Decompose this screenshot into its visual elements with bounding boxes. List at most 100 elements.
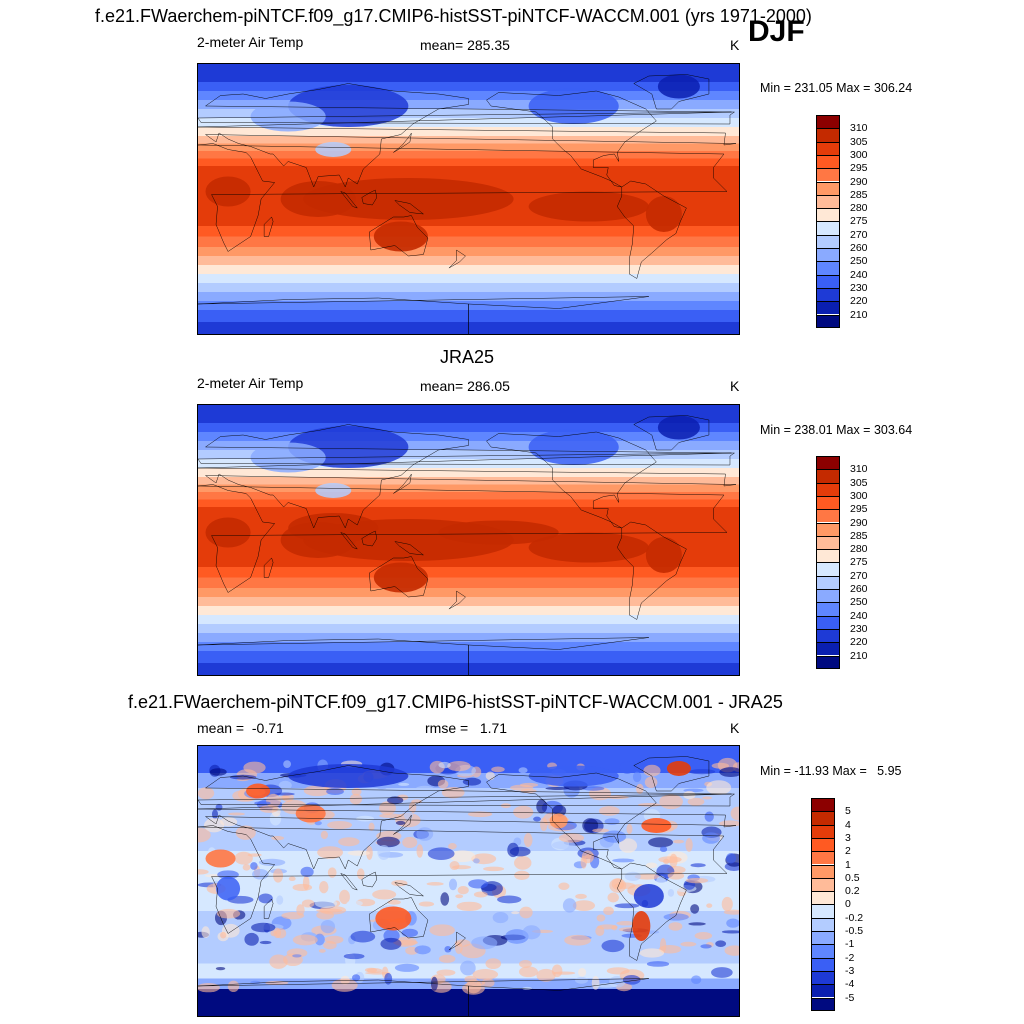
- colorbar-tick-label: 305: [850, 135, 868, 148]
- colorbar-swatch: [811, 957, 835, 971]
- colorbar-swatch: [816, 314, 840, 328]
- colorbar-swatch: [816, 141, 840, 155]
- colorbar-swatch: [811, 970, 835, 985]
- panel-2-minmax-label: Min = 238.01 Max = 303.64: [760, 423, 913, 437]
- colorbar-tick-label: 310: [850, 122, 868, 135]
- panel-1-units-label: K: [730, 37, 740, 53]
- colorbar-swatch: [816, 194, 840, 209]
- panel-2-map: [197, 404, 740, 676]
- colorbar-swatch: [811, 877, 835, 892]
- panel-2-variable-label: 2-meter Air Temp: [197, 375, 304, 391]
- colorbar-swatch: [816, 287, 840, 302]
- colorbar-swatch: [811, 931, 835, 945]
- colorbar-swatch: [811, 904, 835, 918]
- panel-3-minmax-label: Min = -11.93 Max = 5.95: [760, 764, 902, 778]
- panel-1-minmax-label: Min = 231.05 Max = 306.24: [760, 81, 913, 95]
- colorbar-tick-label: 1: [845, 858, 851, 871]
- colorbar-tick-label: 310: [850, 463, 868, 476]
- colorbar-tick-label: 4: [845, 818, 851, 831]
- colorbar-tick-label: 295: [850, 502, 868, 515]
- panel-3-mean-label: mean = -0.71: [197, 720, 284, 736]
- difference-field: [198, 746, 739, 1016]
- colorbar-tick-label: 250: [850, 255, 868, 268]
- colorbar-swatch: [811, 917, 835, 931]
- colorbar-swatch: [811, 864, 835, 878]
- colorbar-swatch: [811, 837, 835, 852]
- colorbar-swatch: [811, 891, 835, 905]
- colorbar-tick-label: 210: [850, 308, 868, 321]
- panel-2-title: JRA25: [440, 347, 495, 367]
- colorbar-swatch: [816, 261, 840, 275]
- colorbar-tick-label: 280: [850, 201, 868, 214]
- colorbar-swatch: [816, 234, 840, 248]
- colorbar-tick-label: 260: [850, 241, 868, 254]
- panel-2-mean-label: mean= 286.05: [420, 378, 510, 394]
- colorbar-tick-label: 230: [850, 622, 868, 635]
- colorbar-swatch: [816, 301, 840, 315]
- colorbar-frame: [811, 798, 835, 1011]
- colorbar-tick-label: 270: [850, 228, 868, 241]
- colorbar-tick-label: 280: [850, 542, 868, 555]
- colorbar-tick-label: -5: [845, 991, 855, 1004]
- colorbar-swatch: [816, 602, 840, 616]
- colorbar-swatch: [816, 589, 840, 603]
- panel-1-mean-label: mean= 285.35: [420, 37, 510, 53]
- panel-3-title: f.e21.FWaerchem-piNTCF.f09_g17.CMIP6-his…: [128, 692, 783, 712]
- colorbar-tick-label: 5: [845, 805, 851, 818]
- colorbar-tick-label: 240: [850, 609, 868, 622]
- colorbar-tick-label: -1: [845, 938, 855, 951]
- colorbar-frame: [816, 115, 840, 328]
- colorbar-tick-label: 0.2: [845, 884, 860, 897]
- colorbar-swatch: [816, 535, 840, 550]
- colorbar-tick-label: 250: [850, 596, 868, 609]
- colorbar-tick-label: 0.5: [845, 871, 860, 884]
- panel-1-variable-label: 2-meter Air Temp: [197, 34, 304, 50]
- colorbar-swatch: [811, 984, 835, 998]
- colorbar-tick-label: 230: [850, 281, 868, 294]
- colorbar-tick-label: 295: [850, 161, 868, 174]
- colorbar-swatch: [816, 522, 840, 536]
- colorbar-swatch: [816, 642, 840, 656]
- panel-2-units-label: K: [730, 378, 740, 394]
- colorbar-tick-label: 2: [845, 844, 851, 857]
- colorbar-swatch: [816, 221, 840, 235]
- colorbar-swatch: [811, 997, 835, 1011]
- colorbar-swatch: [811, 811, 835, 825]
- colorbar-tick-label: 220: [850, 294, 868, 307]
- colorbar-tick-label: 270: [850, 569, 868, 582]
- colorbar-tick-label: -2: [845, 951, 855, 964]
- colorbar-tick-label: 275: [850, 215, 868, 228]
- colorbar-swatch: [816, 469, 840, 483]
- colorbar-swatch: [816, 495, 840, 510]
- colorbar-tick-label: 285: [850, 529, 868, 542]
- colorbar-swatch: [816, 655, 840, 669]
- panel-3-map: [197, 745, 740, 1017]
- colorbar-swatch: [816, 154, 840, 169]
- colorbar-tick-label: -4: [845, 977, 855, 990]
- colorbar-tick-label: 240: [850, 268, 868, 281]
- colorbar-swatch: [816, 615, 840, 629]
- colorbar-swatch: [811, 944, 835, 958]
- temperature-field: [198, 64, 739, 334]
- colorbar-swatch: [816, 181, 840, 195]
- colorbar-tick-label: 290: [850, 516, 868, 529]
- colorbar-tick-label: 300: [850, 148, 868, 161]
- colorbar-swatch: [811, 824, 835, 838]
- colorbar-tick-label: 305: [850, 476, 868, 489]
- colorbar-swatch: [816, 208, 840, 222]
- panel-3-rmse-label: rmse = 1.71: [425, 720, 508, 736]
- colorbar-tick-label: -3: [845, 964, 855, 977]
- colorbar-tick-label: 260: [850, 582, 868, 595]
- panel-1-title: f.e21.FWaerchem-piNTCF.f09_g17.CMIP6-his…: [95, 6, 812, 26]
- colorbar-swatch: [816, 509, 840, 523]
- colorbar-swatch: [816, 248, 840, 262]
- colorbar-tick-label: -0.2: [845, 911, 864, 924]
- colorbar-tick-label: 0: [845, 898, 851, 911]
- season-label: DJF: [748, 15, 805, 48]
- colorbar-tick-label: 290: [850, 175, 868, 188]
- colorbar-swatch: [816, 562, 840, 576]
- colorbar-tick-label: 300: [850, 489, 868, 502]
- colorbar-swatch: [816, 274, 840, 288]
- colorbar-tick-label: 220: [850, 635, 868, 648]
- colorbar-swatch: [816, 628, 840, 643]
